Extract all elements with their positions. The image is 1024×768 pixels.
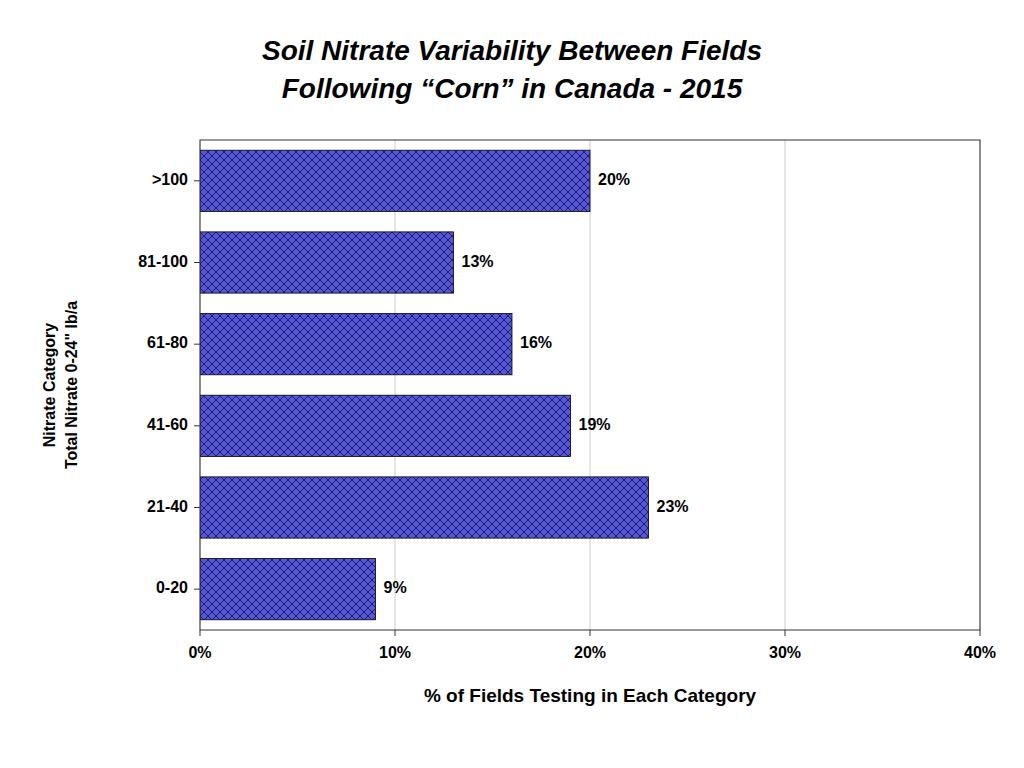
text-line: Following “Corn” in Canada - 2015 (282, 73, 743, 104)
y-tick (194, 262, 200, 263)
y-tick-label: 61-80 (147, 334, 188, 351)
text-line: Soil Nitrate Variability Between Fields (262, 35, 762, 66)
y-tick (194, 180, 200, 181)
data-label: 9% (384, 579, 407, 596)
data-label: 13% (462, 253, 494, 270)
grid-line (395, 140, 396, 630)
bars (200, 150, 649, 620)
x-tick (395, 630, 396, 636)
x-tick (785, 630, 786, 636)
x-axis-label: % of Fields Testing in Each Category (424, 685, 757, 706)
x-tick-label: 20% (574, 644, 606, 661)
x-tick (980, 630, 981, 636)
text-line: Nitrate Category (41, 323, 58, 448)
bar (200, 314, 512, 375)
y-axis: 0-20 21-40 41-60 61-80 81-100 >100 (138, 171, 200, 596)
bar (200, 395, 571, 456)
y-tick (194, 589, 200, 590)
chart-svg: 0% 10% 20% 30% 40% 0-20 21-40 41-60 61-80 81-100 >… (0, 0, 1024, 768)
page: {"chart_data": {"type": "bar", "orientat… (0, 0, 1024, 768)
grid-line (590, 140, 591, 630)
data-labels: 9% 23% 19% 16% 13% 20% (384, 171, 689, 596)
x-axis: 0% 10% 20% 30% 40% (188, 630, 996, 661)
grid (200, 140, 980, 630)
plot-frame (200, 140, 980, 630)
bar (200, 559, 376, 620)
bar (200, 150, 590, 211)
y-tick (194, 425, 200, 426)
grid-line (785, 140, 786, 630)
title: Soil Nitrate Variability Between Fields F… (262, 35, 762, 104)
bar (200, 477, 649, 538)
y-tick-label: 0-20 (156, 579, 188, 596)
y-axis-label: Nitrate Category Total Nitrate 0-24" lb/a (41, 301, 80, 469)
x-tick-label: 30% (769, 644, 801, 661)
x-tick (200, 630, 201, 636)
y-axis-label-group: Nitrate Category Total Nitrate 0-24" lb/a (41, 301, 80, 469)
data-label: 23% (657, 498, 689, 515)
x-tick-label: 40% (964, 644, 996, 661)
text-line: Total Nitrate 0-24" lb/a (63, 301, 80, 469)
y-tick-label: 41-60 (147, 416, 188, 433)
y-tick (194, 507, 200, 508)
data-label: 16% (520, 334, 552, 351)
y-tick (194, 344, 200, 345)
data-label: 20% (598, 171, 630, 188)
bar (200, 232, 454, 293)
x-tick-label: 0% (188, 644, 211, 661)
y-tick-label: 21-40 (147, 498, 188, 515)
chart-container: 0% 10% 20% 30% 40% 0-20 21-40 41-60 61-80 81-100 >… (0, 0, 1024, 768)
data-label: 19% (579, 416, 611, 433)
y-tick-label: >100 (152, 171, 188, 188)
x-tick (590, 630, 591, 636)
y-tick-label: 81-100 (138, 253, 188, 270)
x-tick-label: 10% (379, 644, 411, 661)
